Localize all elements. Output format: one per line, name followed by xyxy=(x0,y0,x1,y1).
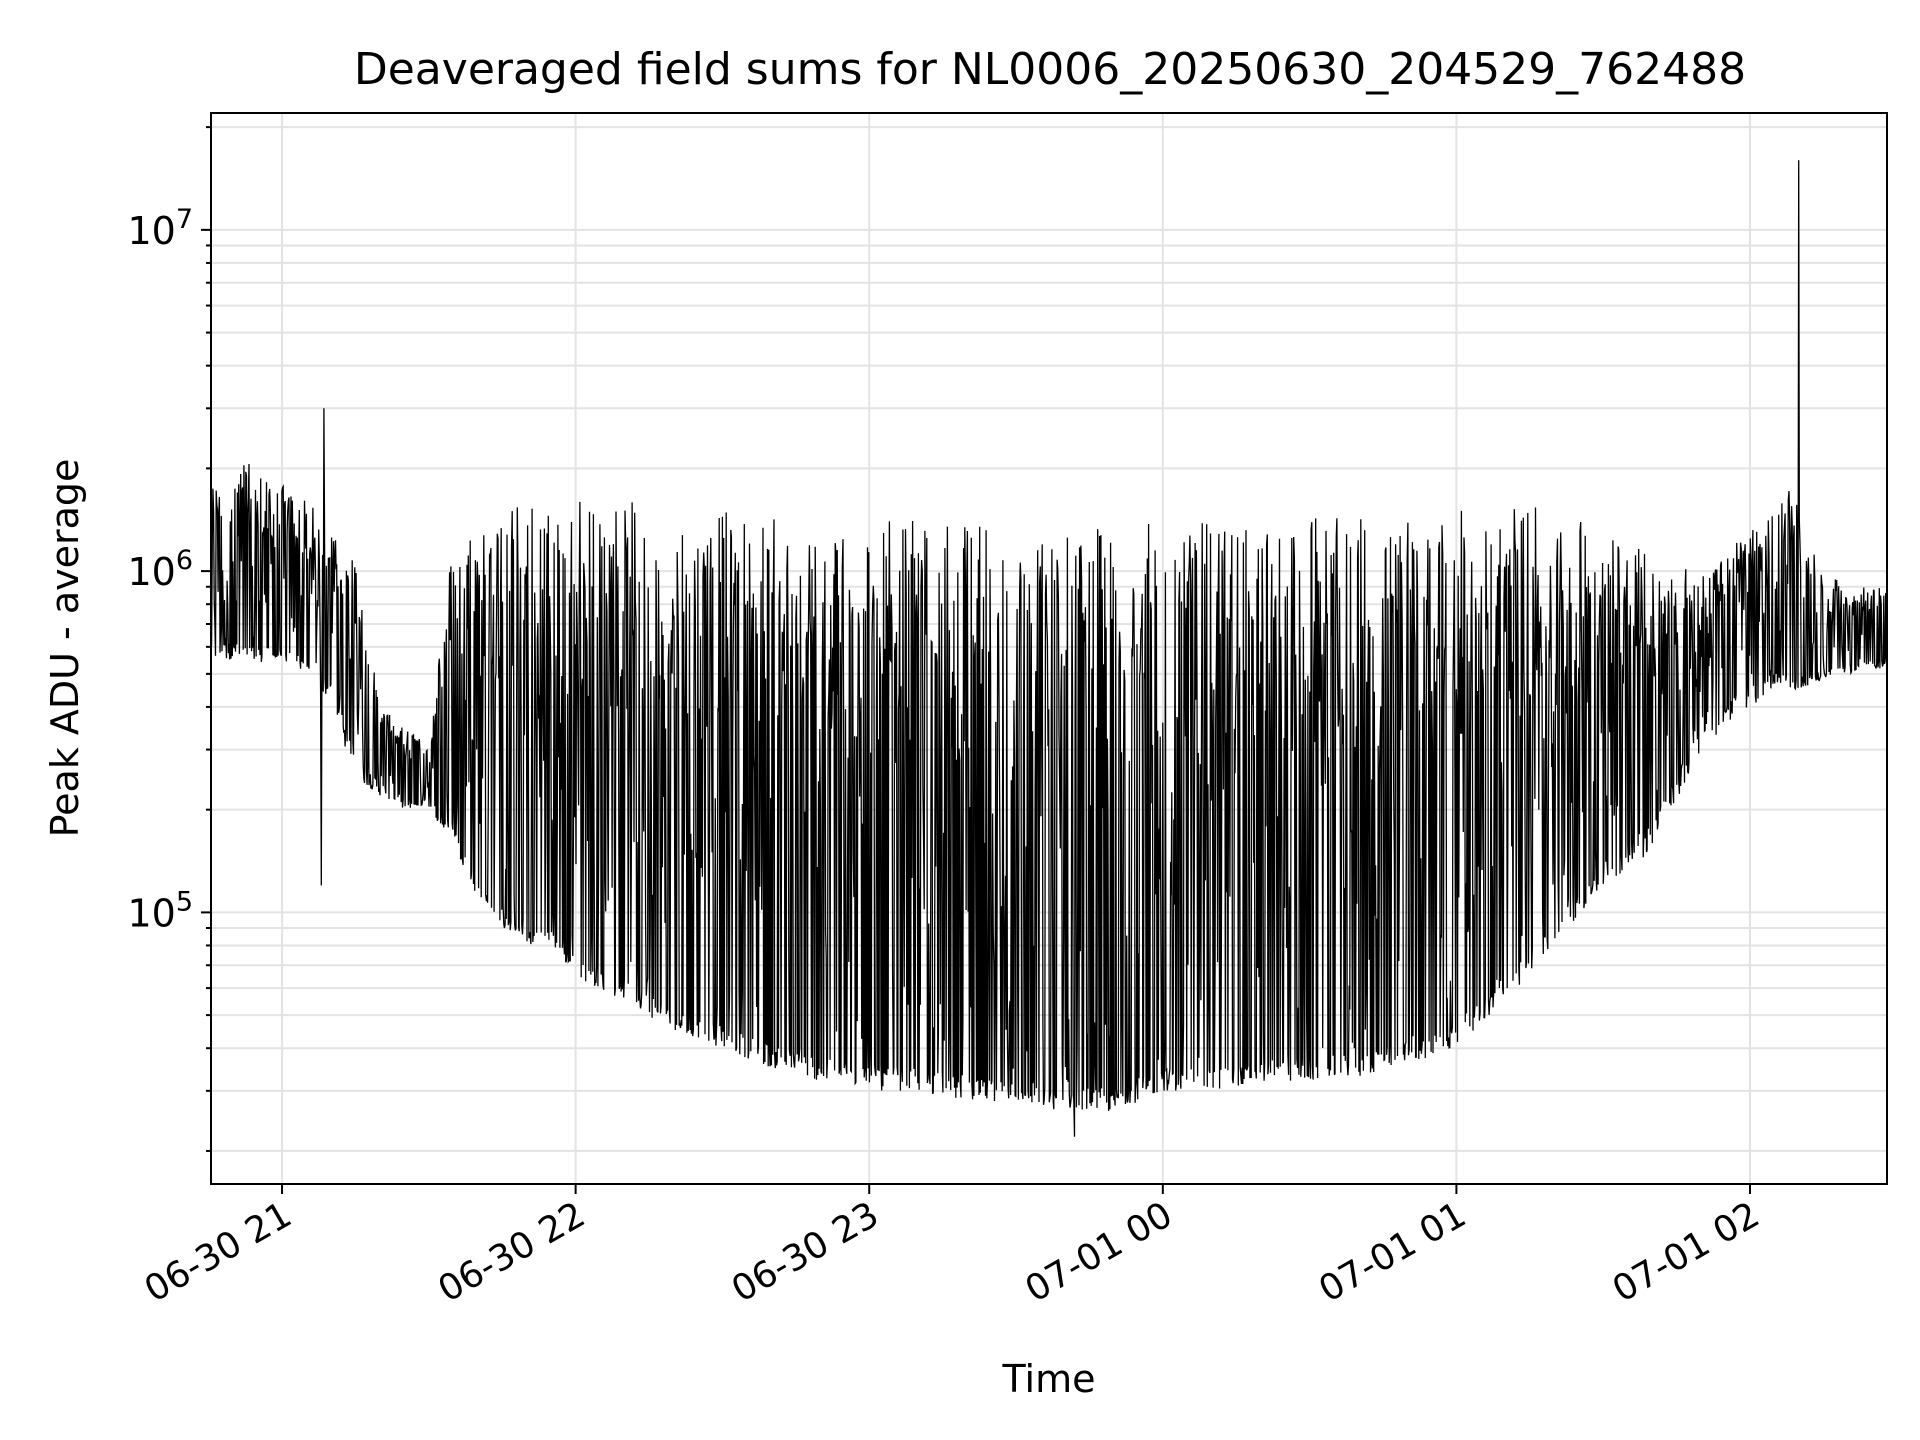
y-tick-label: 107 xyxy=(127,204,193,253)
axes-frame xyxy=(210,112,1888,1185)
y-tick-label: 105 xyxy=(127,886,193,935)
chart-title: Deaveraged field sums for NL0006_2025063… xyxy=(354,44,1746,95)
y-axis-label: Peak ADU - average xyxy=(43,459,87,838)
x-axis-label: Time xyxy=(1002,1357,1096,1401)
plot-area xyxy=(211,160,1887,1137)
y-axis: 105 106 107 xyxy=(127,126,211,1152)
series-line xyxy=(211,160,1887,1137)
y-tick-label: 106 xyxy=(127,545,193,594)
